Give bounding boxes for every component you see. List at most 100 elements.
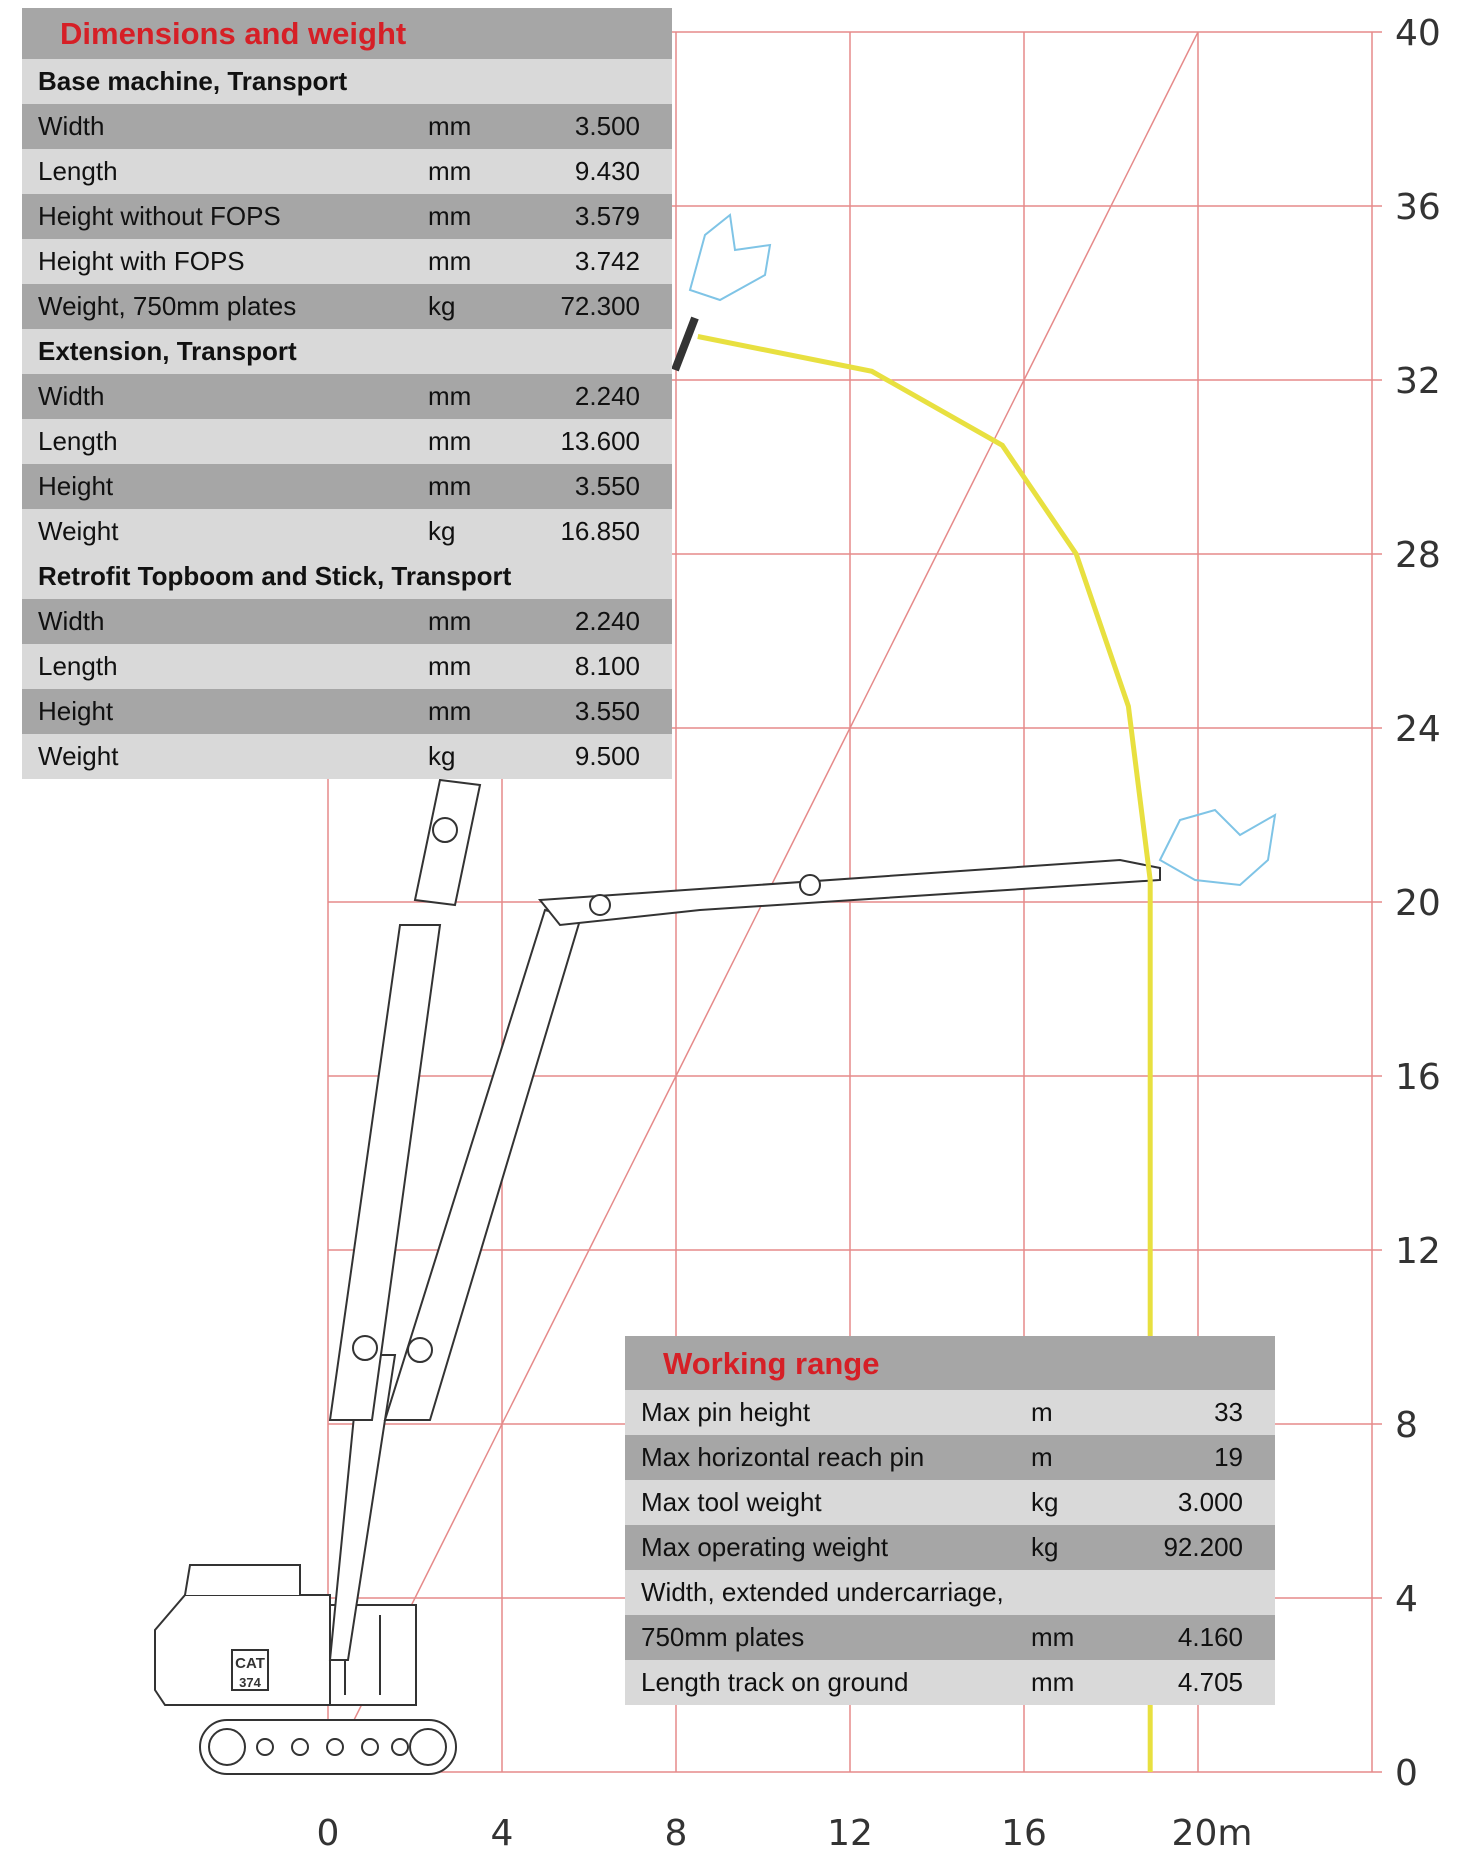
row-unit: m xyxy=(1015,1390,1115,1435)
y-tick-label: 32 xyxy=(1395,361,1441,402)
table-row: Weight kg 9.500 xyxy=(22,734,672,779)
row-label: Max pin height xyxy=(625,1390,1015,1435)
row-value xyxy=(1115,1570,1275,1615)
row-label: Length xyxy=(22,644,412,689)
row-unit: kg xyxy=(1015,1480,1115,1525)
table-row: Max horizontal reach pin m 19 xyxy=(625,1435,1275,1480)
row-value: 3.500 xyxy=(512,104,672,149)
reach-curve-line xyxy=(697,334,1153,1772)
extension-boom xyxy=(328,924,442,1421)
table-row: Height mm 3.550 xyxy=(22,464,672,509)
row-value: 19 xyxy=(1115,1435,1275,1480)
stick-pin xyxy=(589,894,611,916)
row-value: 33 xyxy=(1115,1390,1275,1435)
y-tick-label: 16 xyxy=(1395,1057,1441,1098)
section-heading-row: Retrofit Topboom and Stick, Transport xyxy=(22,554,672,599)
table-row: Max pin height m 33 xyxy=(625,1390,1275,1435)
table-row: Height mm 3.550 xyxy=(22,689,672,734)
row-label: Width xyxy=(22,104,412,149)
row-value: 3.579 xyxy=(512,194,672,239)
row-value: 13.600 xyxy=(512,419,672,464)
row-label: Max tool weight xyxy=(625,1480,1015,1525)
track-roller xyxy=(361,1738,379,1756)
x-tick-label: 0 xyxy=(317,1813,340,1854)
track-roller xyxy=(256,1738,274,1756)
track-roller xyxy=(291,1738,309,1756)
table-title: Working range xyxy=(625,1336,1275,1390)
table-row: Width mm 3.500 xyxy=(22,104,672,149)
row-unit: mm xyxy=(412,194,512,239)
table-row: Height with FOPS mm 3.742 xyxy=(22,239,672,284)
row-unit: kg xyxy=(412,284,512,329)
row-value: 9.430 xyxy=(512,149,672,194)
row-label: Length xyxy=(22,149,412,194)
table-row: Weight, 750mm plates kg 72.300 xyxy=(22,284,672,329)
row-unit: kg xyxy=(412,734,512,779)
row-unit: mm xyxy=(412,464,512,509)
row-unit: mm xyxy=(412,374,512,419)
row-label: Width xyxy=(22,374,412,419)
row-value: 8.100 xyxy=(512,644,672,689)
y-tick-label: 36 xyxy=(1395,187,1441,228)
x-tick-label: 8 xyxy=(665,1813,688,1854)
section-heading-row: Base machine, Transport xyxy=(22,59,672,104)
table-row: Length mm 13.600 xyxy=(22,419,672,464)
row-unit: mm xyxy=(412,689,512,734)
row-label: Width, extended undercarriage, xyxy=(625,1570,1015,1615)
cat-logo-plate xyxy=(231,1649,269,1691)
table-title: Dimensions and weight xyxy=(22,8,672,59)
table-row: 750mm plates mm 4.160 xyxy=(625,1615,1275,1660)
row-value: 3.742 xyxy=(512,239,672,284)
working-range-table: Working range Max pin height m 33 Max horizo… xyxy=(625,1336,1275,1705)
row-label: Height xyxy=(22,464,412,509)
track-wheel xyxy=(409,1728,447,1766)
row-label: Weight xyxy=(22,734,412,779)
row-unit: mm xyxy=(412,149,512,194)
row-unit: mm xyxy=(412,599,512,644)
row-value: 3.550 xyxy=(512,689,672,734)
row-unit: mm xyxy=(412,239,512,284)
y-tick-label: 4 xyxy=(1395,1579,1418,1620)
row-label: Height without FOPS xyxy=(22,194,412,239)
model-number: 374 xyxy=(239,1675,261,1690)
stick-pin xyxy=(799,874,821,896)
row-unit xyxy=(1015,1570,1115,1615)
demolition-excavator-drawing: CAT 374 xyxy=(154,213,1277,1775)
row-unit: mm xyxy=(412,419,512,464)
row-value: 9.500 xyxy=(512,734,672,779)
x-tick-label: 4 xyxy=(491,1813,514,1854)
track-roller xyxy=(326,1738,344,1756)
raised-stick xyxy=(671,316,699,372)
engine-hood xyxy=(184,1564,301,1596)
section-heading: Extension, Transport xyxy=(22,329,672,374)
row-value: 2.240 xyxy=(512,374,672,419)
row-unit: mm xyxy=(1015,1615,1115,1660)
table-row: Width mm 2.240 xyxy=(22,599,672,644)
x-tick-label: 20m xyxy=(1172,1813,1253,1854)
row-unit: kg xyxy=(412,509,512,554)
table-row: Width mm 2.240 xyxy=(22,374,672,419)
demolition-shear-extended xyxy=(1158,808,1277,887)
section-heading: Retrofit Topboom and Stick, Transport xyxy=(22,554,672,599)
row-label: Weight, 750mm plates xyxy=(22,284,412,329)
row-unit: mm xyxy=(412,644,512,689)
row-label: Height with FOPS xyxy=(22,239,412,284)
boom-pin xyxy=(432,817,458,843)
row-label: Height xyxy=(22,689,412,734)
axis-tick-labels: 0 4 8 12 16 20m 0 4 8 12 16 20 24 28 32 36 40 xyxy=(317,13,1441,1854)
row-unit: mm xyxy=(412,104,512,149)
section-heading-row: Extension, Transport xyxy=(22,329,672,374)
table-row: Length mm 9.430 xyxy=(22,149,672,194)
table-row: Length mm 8.100 xyxy=(22,644,672,689)
table-row: Max operating weight kg 92.200 xyxy=(625,1525,1275,1570)
row-unit: kg xyxy=(1015,1525,1115,1570)
boom-pin xyxy=(352,1335,378,1361)
section-heading: Base machine, Transport xyxy=(22,59,672,104)
track-roller xyxy=(391,1738,409,1756)
y-tick-label: 8 xyxy=(1395,1405,1418,1446)
y-tick-label: 24 xyxy=(1395,709,1441,750)
y-tick-label: 12 xyxy=(1395,1231,1441,1272)
main-boom xyxy=(328,1354,397,1661)
dimensions-weight-table: Dimensions and weight Base machine, Trans… xyxy=(22,8,672,779)
